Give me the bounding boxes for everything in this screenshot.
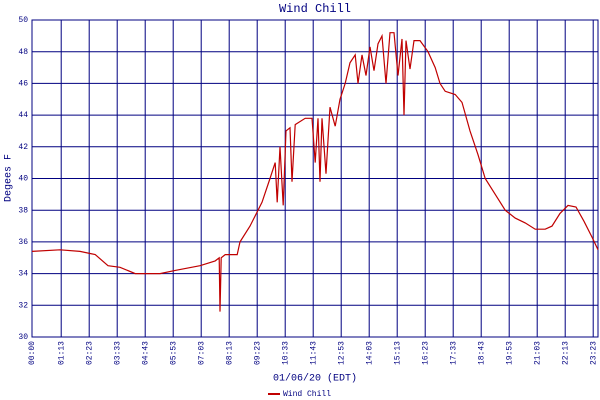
x-tick-label: 22:13 [561, 341, 570, 365]
x-tick-label: 05:53 [169, 341, 178, 365]
x-axis-label: 01/06/20 (EDT) [273, 373, 357, 385]
chart-title: Wind Chill [279, 2, 351, 16]
y-tick-label: 32 [18, 301, 28, 310]
y-tick-label: 30 [18, 333, 28, 342]
x-tick-label: 07:03 [197, 341, 206, 365]
x-tick-label: 10:33 [281, 341, 290, 365]
x-tick-label: 03:33 [113, 341, 122, 365]
y-tick-label: 34 [18, 270, 28, 279]
y-tick-label: 48 [18, 48, 28, 57]
y-tick-label: 44 [18, 111, 28, 120]
x-tick-label: 09:23 [253, 341, 262, 365]
x-tick-label: 04:43 [141, 341, 150, 365]
x-tick-label: 12:53 [337, 341, 346, 365]
legend-label: Wind Chill [283, 390, 331, 399]
x-tick-label: 08:13 [225, 341, 234, 365]
x-tick-label: 01:13 [57, 341, 66, 365]
x-tick-label: 23:23 [589, 341, 598, 365]
x-tick-label: 17:33 [449, 341, 458, 365]
x-tick-label: 15:13 [393, 341, 402, 365]
x-tick-label: 21:03 [533, 341, 542, 365]
x-tick-label: 14:03 [365, 341, 374, 365]
x-tick-label: 02:23 [85, 341, 94, 365]
x-tick-label: 19:53 [505, 341, 514, 365]
y-tick-label: 46 [18, 80, 28, 89]
y-tick-label: 42 [18, 143, 28, 152]
y-tick-label: 38 [18, 206, 28, 215]
y-axis-label: Degees F [4, 154, 15, 202]
x-tick-label: 16:23 [421, 341, 430, 365]
y-tick-label: 40 [18, 175, 28, 184]
y-tick-label: 50 [18, 16, 28, 25]
y-tick-label: 36 [18, 238, 28, 247]
x-tick-label: 00:00 [28, 341, 37, 365]
x-tick-label: 18:43 [477, 341, 486, 365]
data-line [31, 32, 599, 312]
x-tick-label: 11:43 [309, 341, 318, 365]
